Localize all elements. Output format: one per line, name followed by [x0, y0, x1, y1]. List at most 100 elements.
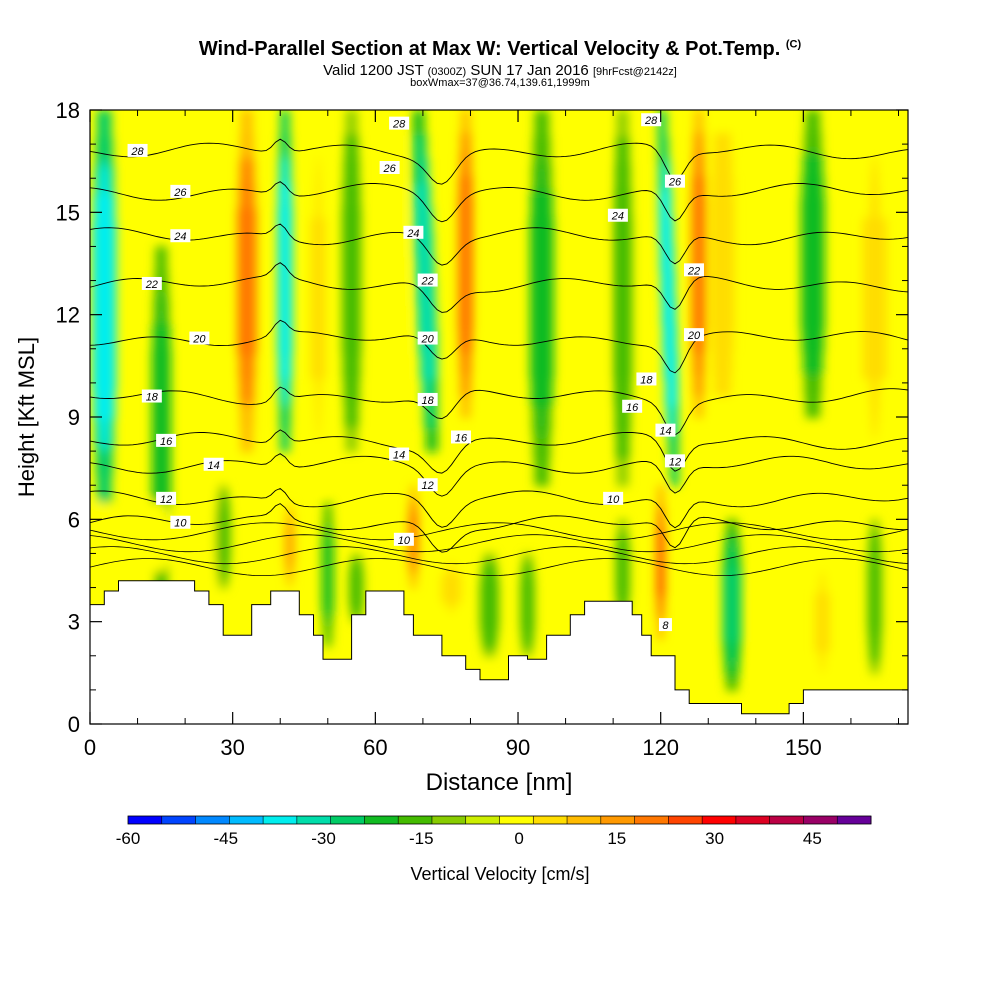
theta-label-text: 22	[421, 276, 434, 288]
velocity-cell	[658, 627, 663, 640]
velocity-cell	[148, 565, 166, 572]
theta-contours	[90, 138, 908, 576]
velocity-cell	[410, 485, 417, 494]
theta-label-bg	[417, 392, 438, 406]
velocity-cell	[726, 519, 738, 533]
velocity-cell	[460, 131, 472, 155]
theta-label-bg	[393, 532, 414, 546]
velocity-cell	[97, 474, 112, 504]
theta-label-bg	[170, 515, 191, 529]
velocity-cell	[714, 131, 731, 155]
velocity-core	[352, 561, 360, 614]
velocity-cell	[693, 131, 704, 155]
theta-label-text: 20	[687, 330, 701, 342]
theta-label-bg	[203, 457, 224, 471]
theta-label-text: 26	[668, 177, 682, 189]
velocity-cell	[324, 635, 332, 647]
theta-label: 24	[403, 225, 424, 240]
velocity-cell	[617, 526, 628, 535]
velocity-cell	[460, 373, 472, 397]
theta-label-bg	[622, 399, 643, 413]
colorbar-swatch	[735, 816, 771, 824]
y-tick-label: 3	[68, 610, 80, 635]
velocity-cell	[323, 512, 332, 524]
theta-label: 28	[641, 113, 662, 127]
theta-label-bg	[450, 430, 471, 444]
theta-label: 10	[393, 532, 414, 547]
velocity-cell	[206, 334, 221, 355]
theta-label-text: 20	[421, 334, 435, 346]
theta-label: 26	[379, 160, 400, 175]
theta-label-text: 24	[611, 211, 624, 223]
theta-label-text: 28	[392, 119, 406, 131]
theta-label-text: 28	[644, 115, 658, 127]
x-tick-label: 30	[220, 735, 244, 760]
velocity-cell	[444, 611, 459, 618]
theta-label-text: 26	[382, 163, 396, 175]
theta-label: 18	[636, 372, 657, 386]
velocity-cell	[218, 485, 228, 494]
theta-label: 26	[664, 174, 685, 189]
chart-title-copyright: (C)	[785, 38, 802, 51]
velocity-cell	[218, 572, 229, 582]
velocity-core	[727, 539, 737, 670]
velocity-core	[287, 512, 292, 578]
theta-contour-labels: 1012141618202224262828262422201816141210…	[127, 113, 704, 632]
velocity-cell	[240, 402, 254, 428]
theta-label-bg	[417, 478, 438, 492]
theta-label-bg	[603, 491, 624, 505]
velocity-cell	[867, 458, 882, 487]
x-tick-label: 0	[84, 735, 96, 760]
velocity-core	[208, 347, 219, 555]
theta-label: 20	[417, 331, 438, 346]
valid-time: Valid 1200 JST	[323, 62, 424, 79]
velocity-cell	[287, 581, 293, 589]
velocity-core	[242, 150, 252, 411]
velocity-core	[806, 146, 819, 381]
theta-label: 8	[658, 618, 672, 632]
velocity-cell	[461, 110, 471, 133]
theta-label-bg	[389, 116, 410, 130]
theta-label: 14	[203, 457, 224, 472]
velocity-cell	[616, 110, 629, 138]
velocity-cell	[725, 665, 739, 679]
utc-time: (0300Z)	[427, 66, 467, 78]
velocity-cell	[714, 373, 731, 397]
velocity-cell	[345, 426, 358, 453]
theta-label-text: 18	[422, 395, 435, 407]
theta-label: 16	[450, 430, 471, 444]
axes: 0 30 60 90 120 150 0 3 6 9 12 15 18	[56, 98, 908, 760]
velocity-cell	[444, 558, 459, 565]
colorbar-tick-label: -15	[409, 829, 434, 848]
velocity-cell	[345, 110, 358, 136]
y-tick-label: 18	[56, 98, 80, 123]
velocity-cell	[588, 458, 600, 487]
theta-label-text: 24	[406, 228, 419, 240]
colorbar-swatch	[567, 816, 602, 824]
velocity-cell	[761, 553, 770, 565]
terrain-mask	[89, 580, 909, 725]
colorbar-swatch	[161, 816, 197, 824]
theta-label-bg	[389, 447, 410, 461]
colorbar-tick-label: 15	[607, 829, 626, 848]
velocity-core	[523, 565, 532, 644]
colorbar-tick-label: -45	[213, 829, 238, 848]
velocity-cell	[618, 519, 627, 528]
colorbar-tick-label: -60	[116, 829, 141, 848]
theta-label-bg	[683, 263, 704, 277]
velocity-cell	[279, 402, 291, 428]
velocity-field	[90, 110, 908, 724]
velocity-core	[484, 565, 495, 644]
velocity-cell	[97, 110, 112, 140]
colorbar-swatch	[668, 816, 703, 824]
theta-label: 28	[389, 116, 410, 131]
colorbar-swatch	[330, 816, 365, 824]
velocity-cell	[313, 110, 323, 138]
velocity-cell	[387, 134, 402, 160]
theta-contour-14	[90, 453, 908, 497]
theta-contour-12	[90, 487, 908, 529]
x-tick-label: 120	[642, 735, 679, 760]
colorbar-swatch	[702, 816, 737, 824]
theta-label: 12	[156, 491, 177, 506]
velocity-cell	[93, 502, 106, 510]
